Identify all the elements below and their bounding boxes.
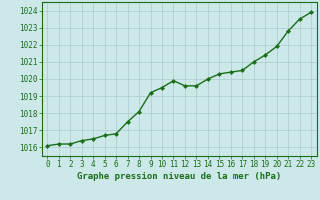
X-axis label: Graphe pression niveau de la mer (hPa): Graphe pression niveau de la mer (hPa) (77, 172, 281, 181)
